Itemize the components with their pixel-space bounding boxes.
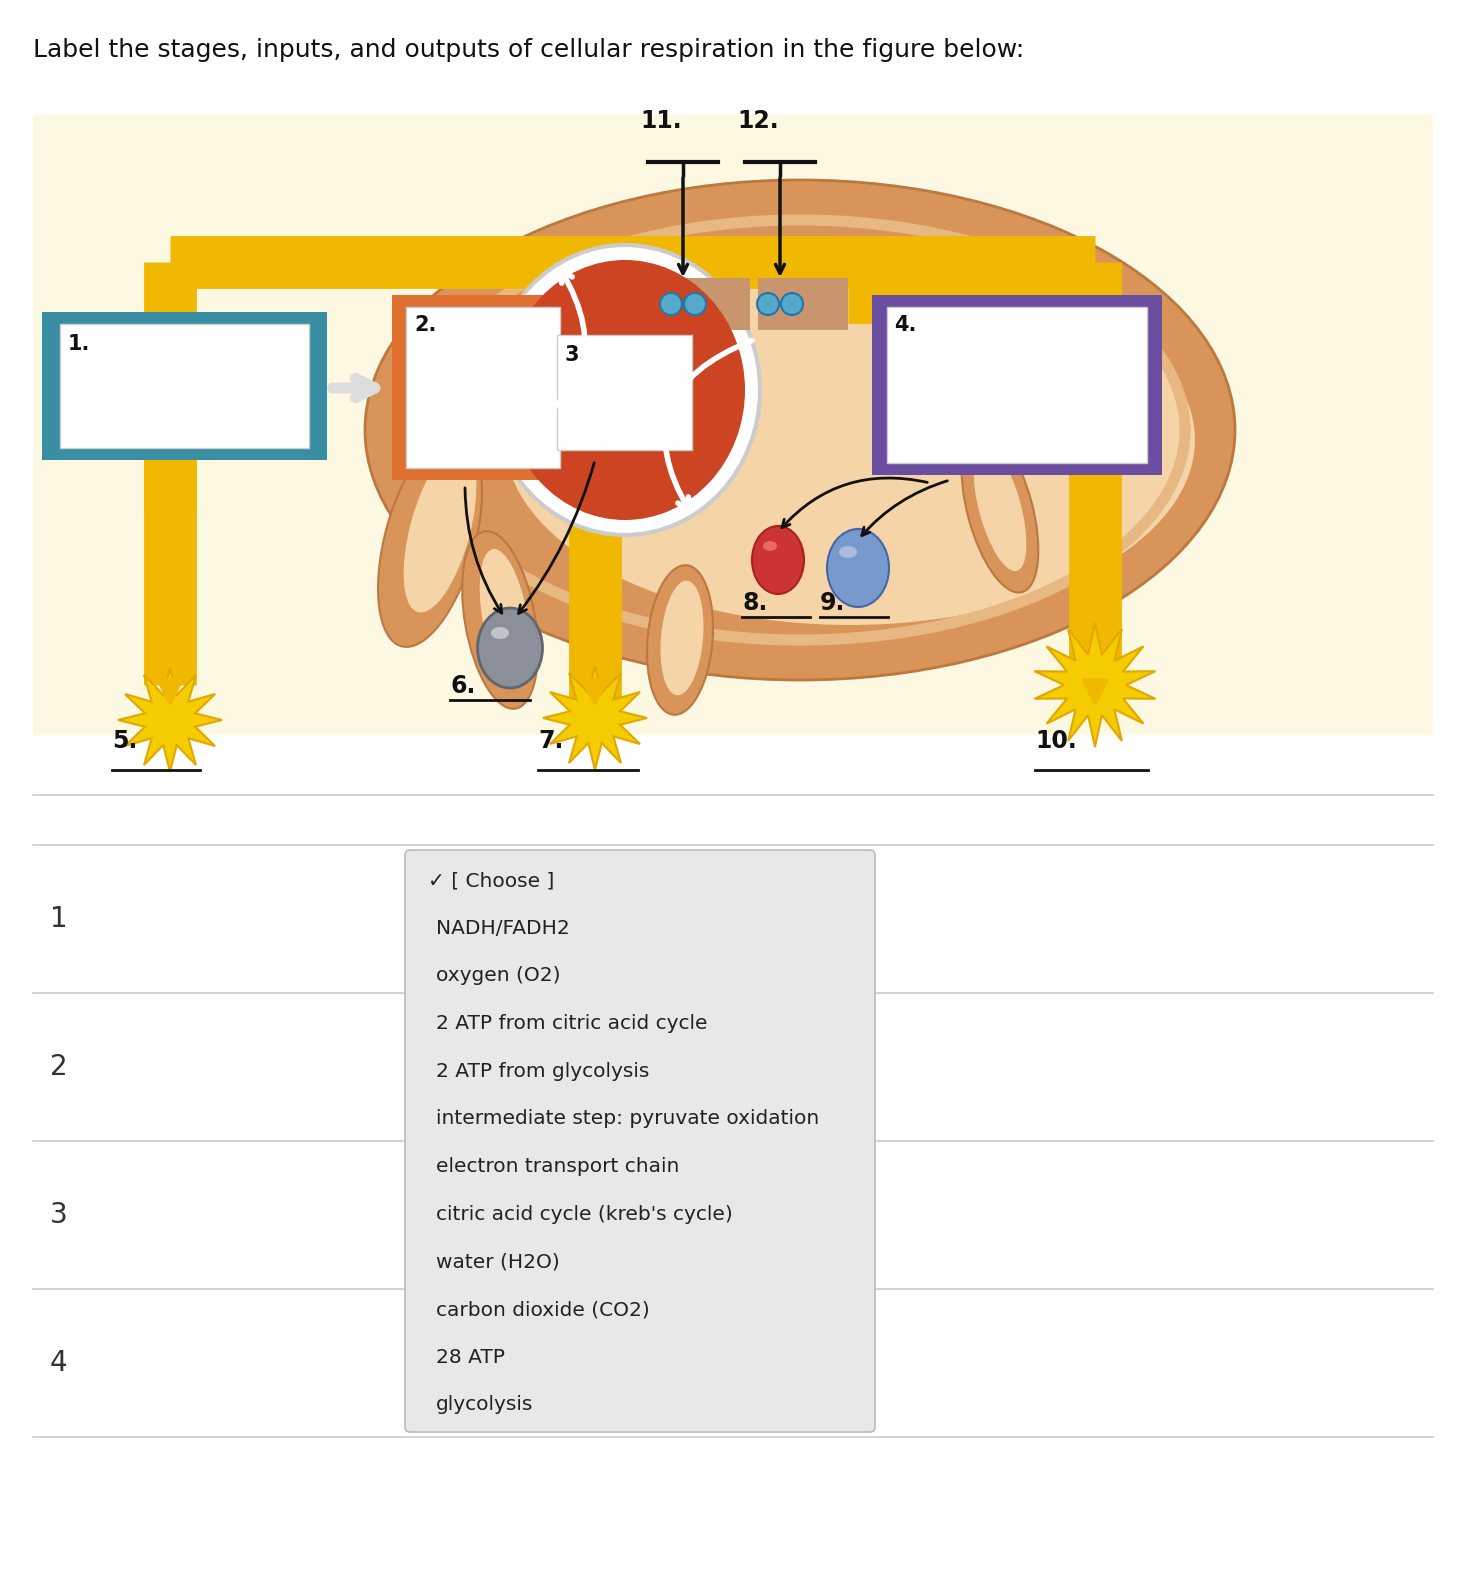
Text: 1: 1	[50, 905, 67, 932]
Text: citric acid cycle (kreb's cycle): citric acid cycle (kreb's cycle)	[435, 1205, 733, 1224]
Text: electron transport chain: electron transport chain	[435, 1157, 679, 1176]
Circle shape	[756, 293, 778, 316]
Ellipse shape	[403, 448, 476, 612]
Text: intermediate step: pyruvate oxidation: intermediate step: pyruvate oxidation	[435, 1109, 819, 1129]
FancyBboxPatch shape	[872, 295, 1163, 475]
Text: Label the stages, inputs, and outputs of cellular respiration in the figure belo: Label the stages, inputs, and outputs of…	[34, 38, 1025, 62]
Text: 5.: 5.	[111, 728, 138, 752]
Polygon shape	[542, 666, 647, 770]
Text: 2: 2	[50, 1054, 67, 1081]
FancyBboxPatch shape	[34, 115, 1432, 735]
Ellipse shape	[365, 180, 1234, 681]
Ellipse shape	[504, 260, 745, 520]
Text: 3: 3	[50, 1200, 67, 1229]
Ellipse shape	[479, 548, 531, 687]
Ellipse shape	[762, 540, 777, 552]
Ellipse shape	[491, 626, 509, 639]
Text: 2.: 2.	[413, 316, 437, 335]
Text: 8.: 8.	[742, 591, 767, 615]
Text: glycolysis: glycolysis	[435, 1395, 534, 1414]
Text: 28 ATP: 28 ATP	[435, 1347, 504, 1366]
Ellipse shape	[839, 547, 858, 558]
Text: 6.: 6.	[450, 674, 475, 698]
Circle shape	[685, 293, 707, 316]
Ellipse shape	[827, 529, 888, 607]
Ellipse shape	[378, 434, 482, 647]
Text: 4.: 4.	[894, 316, 916, 335]
Ellipse shape	[478, 607, 542, 689]
Text: 10.: 10.	[1035, 728, 1076, 752]
Text: 12.: 12.	[737, 108, 778, 132]
Ellipse shape	[462, 531, 538, 709]
FancyBboxPatch shape	[391, 295, 575, 480]
FancyBboxPatch shape	[660, 277, 751, 330]
Ellipse shape	[490, 245, 759, 536]
Text: 4: 4	[50, 1349, 67, 1377]
FancyBboxPatch shape	[43, 312, 327, 461]
FancyBboxPatch shape	[887, 308, 1146, 462]
FancyBboxPatch shape	[557, 335, 692, 450]
Polygon shape	[117, 668, 221, 771]
FancyBboxPatch shape	[406, 308, 560, 469]
FancyBboxPatch shape	[60, 324, 309, 448]
Text: carbon dioxide (CO2): carbon dioxide (CO2)	[435, 1301, 649, 1318]
Text: 7.: 7.	[538, 728, 563, 752]
Text: 2 ATP from glycolysis: 2 ATP from glycolysis	[435, 1062, 649, 1081]
Text: 9.: 9.	[819, 591, 846, 615]
Ellipse shape	[962, 427, 1038, 593]
Text: 11.: 11.	[641, 108, 682, 132]
Polygon shape	[1035, 623, 1155, 748]
Circle shape	[660, 293, 682, 316]
Text: oxygen (O2): oxygen (O2)	[435, 966, 560, 985]
Ellipse shape	[752, 526, 803, 595]
Ellipse shape	[504, 255, 1195, 625]
Text: 2 ATP from citric acid cycle: 2 ATP from citric acid cycle	[435, 1014, 708, 1033]
FancyBboxPatch shape	[758, 277, 847, 330]
Circle shape	[781, 293, 803, 316]
Text: 3.: 3.	[564, 344, 588, 365]
FancyBboxPatch shape	[405, 850, 875, 1431]
Text: water (H2O): water (H2O)	[435, 1253, 560, 1272]
Ellipse shape	[973, 445, 1026, 571]
Text: ✓ [ Choose ]: ✓ [ Choose ]	[428, 870, 554, 889]
Text: NADH/FADH2: NADH/FADH2	[435, 918, 570, 937]
Ellipse shape	[647, 566, 712, 714]
Text: 1.: 1.	[67, 335, 91, 354]
Ellipse shape	[661, 580, 704, 695]
